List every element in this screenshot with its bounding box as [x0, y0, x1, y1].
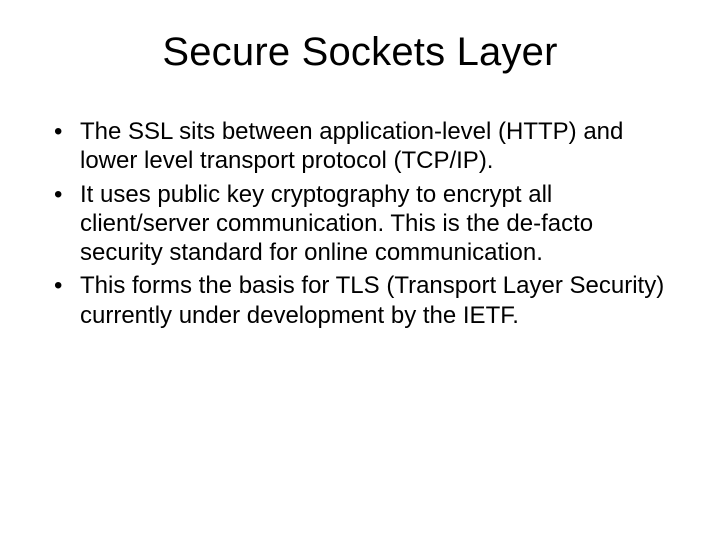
slide: Secure Sockets Layer The SSL sits betwee…	[0, 0, 720, 540]
list-item: The SSL sits between application-level (…	[54, 117, 672, 176]
list-item: It uses public key cryptography to encry…	[54, 180, 672, 268]
bullet-list: The SSL sits between application-level (…	[48, 117, 672, 330]
slide-title: Secure Sockets Layer	[48, 30, 672, 75]
list-item: This forms the basis for TLS (Transport …	[54, 271, 672, 330]
